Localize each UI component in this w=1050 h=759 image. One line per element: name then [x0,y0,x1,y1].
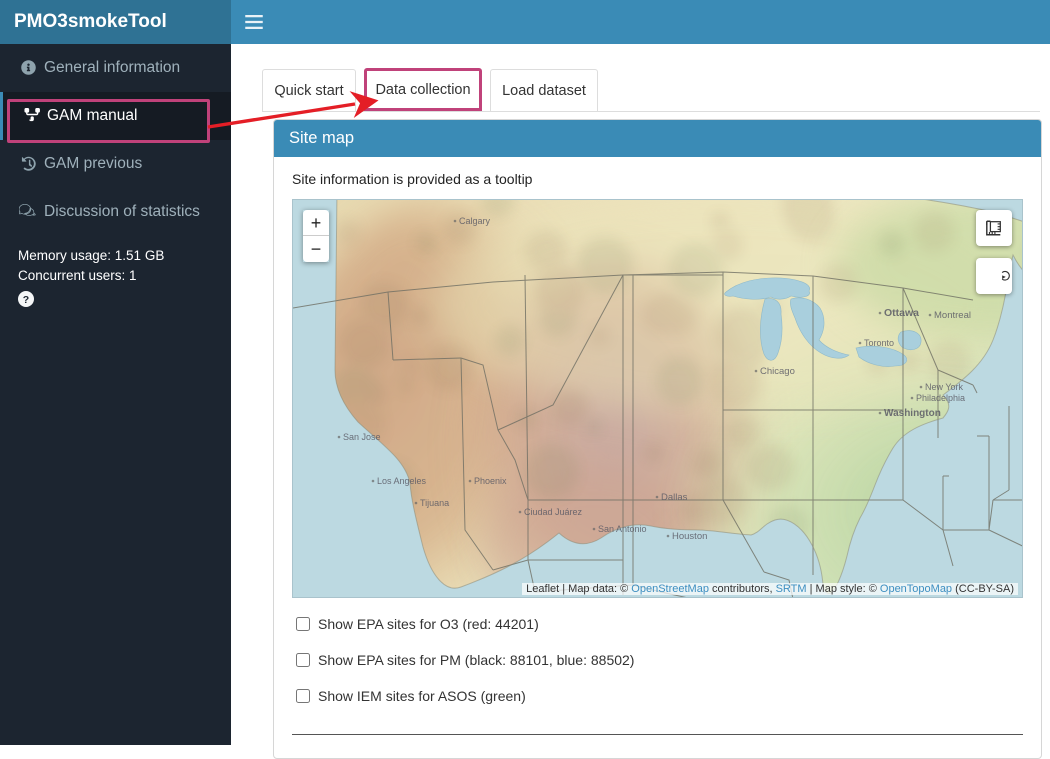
svg-text:Los Angeles: Los Angeles [377,476,427,486]
svg-text:San Jose: San Jose [343,432,381,442]
svg-text:Tijuana: Tijuana [420,498,449,508]
svg-text:New York: New York [925,382,964,392]
svg-text:?: ? [23,294,29,306]
svg-text:San Antonio: San Antonio [598,524,647,534]
svg-text:Philadelphia: Philadelphia [916,393,965,403]
svg-text:Phoenix: Phoenix [474,476,507,486]
svg-text:Calgary: Calgary [459,216,491,226]
svg-text:Ciudad Juárez: Ciudad Juárez [524,507,583,517]
svg-text:Houston: Houston [672,531,707,542]
svg-text:Dallas: Dallas [661,492,688,503]
svg-text:Toronto: Toronto [864,338,894,348]
svg-text:Washington: Washington [884,408,941,419]
svg-text:Ottawa: Ottawa [884,307,919,319]
svg-text:Montreal: Montreal [934,310,971,321]
svg-text:Chicago: Chicago [760,366,795,377]
